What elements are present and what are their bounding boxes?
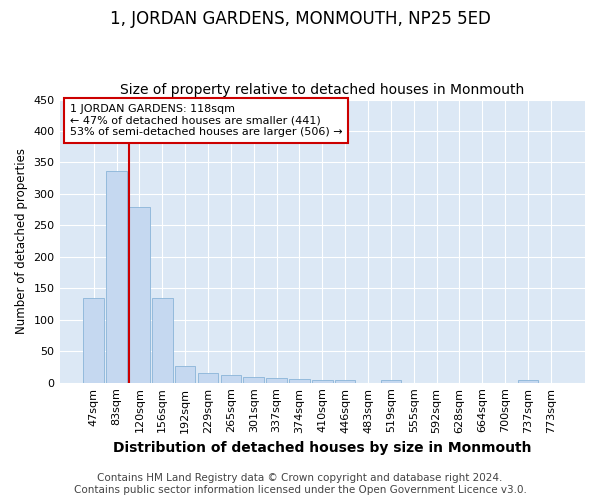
Bar [244, 377, 264, 382]
Text: 1, JORDAN GARDENS, MONMOUTH, NP25 5ED: 1, JORDAN GARDENS, MONMOUTH, NP25 5ED [110, 10, 490, 28]
Bar [335, 380, 355, 382]
Bar [380, 380, 401, 382]
Text: Contains HM Land Registry data © Crown copyright and database right 2024.
Contai: Contains HM Land Registry data © Crown c… [74, 474, 526, 495]
Bar [152, 298, 173, 382]
Text: 1 JORDAN GARDENS: 118sqm
← 47% of detached houses are smaller (441)
53% of semi-: 1 JORDAN GARDENS: 118sqm ← 47% of detach… [70, 104, 343, 137]
Bar [129, 206, 150, 382]
Bar [175, 366, 196, 382]
X-axis label: Distribution of detached houses by size in Monmouth: Distribution of detached houses by size … [113, 441, 532, 455]
Bar [312, 380, 332, 382]
Bar [289, 379, 310, 382]
Bar [198, 373, 218, 382]
Bar [83, 298, 104, 382]
Bar [518, 380, 538, 382]
Bar [266, 378, 287, 382]
Bar [106, 172, 127, 382]
Title: Size of property relative to detached houses in Monmouth: Size of property relative to detached ho… [120, 83, 524, 97]
Y-axis label: Number of detached properties: Number of detached properties [15, 148, 28, 334]
Bar [221, 375, 241, 382]
